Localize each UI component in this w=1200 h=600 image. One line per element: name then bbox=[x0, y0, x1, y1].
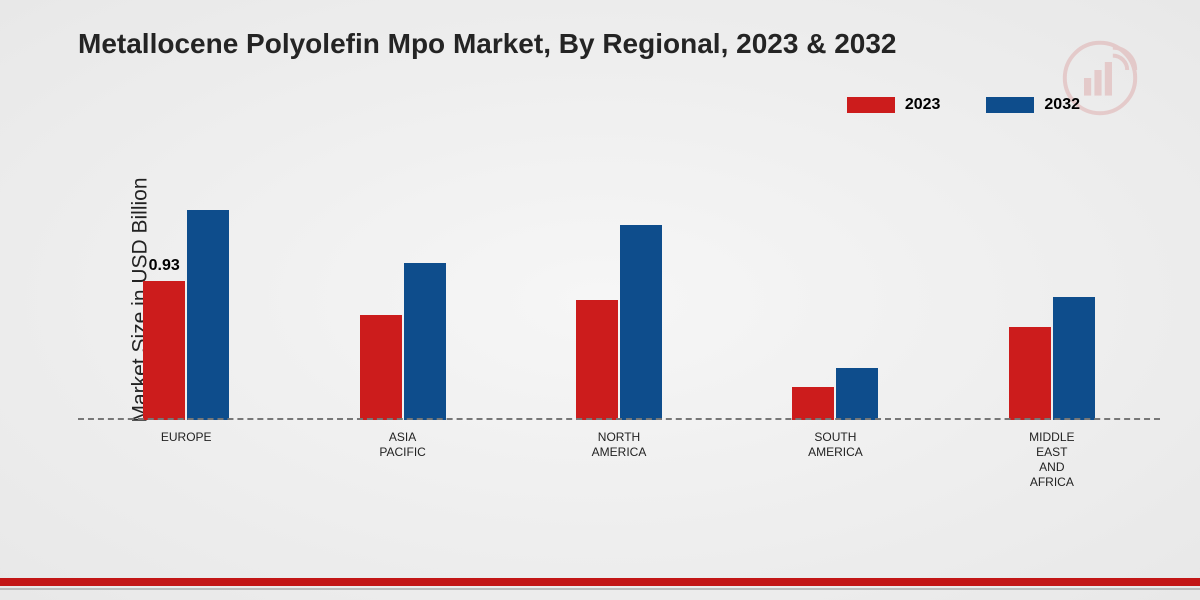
bar-group bbox=[511, 225, 727, 420]
x-axis-labels: EUROPEASIA PACIFICNORTH AMERICASOUTH AME… bbox=[78, 424, 1160, 480]
bar-group bbox=[727, 368, 943, 421]
legend-label-2023: 2023 bbox=[905, 96, 941, 114]
x-tick-label: SOUTH AMERICA bbox=[727, 424, 943, 480]
chart-title: Metallocene Polyolefin Mpo Market, By Re… bbox=[78, 28, 896, 60]
plot-area: 0.93 EUROPEASIA PACIFICNORTH AMERICASOUT… bbox=[78, 150, 1160, 480]
x-tick-label: MIDDLE EAST AND AFRICA bbox=[944, 424, 1160, 480]
bar-value-label: 0.93 bbox=[149, 257, 180, 275]
x-tick-label: NORTH AMERICA bbox=[511, 424, 727, 480]
bar-group bbox=[944, 297, 1160, 420]
bar-2032 bbox=[836, 368, 878, 421]
bar-2032 bbox=[187, 210, 229, 420]
bar-2032 bbox=[1053, 297, 1095, 420]
bar-group bbox=[294, 263, 510, 421]
legend-item-2023: 2023 bbox=[847, 96, 941, 114]
bar-2023 bbox=[792, 387, 834, 420]
bar-2023: 0.93 bbox=[143, 281, 185, 421]
footer-stripe bbox=[0, 578, 1200, 586]
bar-2032 bbox=[620, 225, 662, 420]
x-axis-baseline bbox=[78, 418, 1160, 420]
bar-2023 bbox=[576, 300, 618, 420]
legend-swatch-2023 bbox=[847, 97, 895, 113]
x-tick-label: EUROPE bbox=[78, 424, 294, 480]
x-tick-label: ASIA PACIFIC bbox=[294, 424, 510, 480]
legend-label-2032: 2032 bbox=[1044, 96, 1080, 114]
chart-page: Metallocene Polyolefin Mpo Market, By Re… bbox=[0, 0, 1200, 600]
legend-item-2032: 2032 bbox=[986, 96, 1080, 114]
legend-swatch-2032 bbox=[986, 97, 1034, 113]
bar-groups: 0.93 bbox=[78, 150, 1160, 420]
bar-2032 bbox=[404, 263, 446, 421]
bar-2023 bbox=[1009, 327, 1051, 420]
footer-line bbox=[0, 588, 1200, 590]
bar-2023 bbox=[360, 315, 402, 420]
bar-group: 0.93 bbox=[78, 210, 294, 420]
legend: 2023 2032 bbox=[847, 96, 1080, 114]
